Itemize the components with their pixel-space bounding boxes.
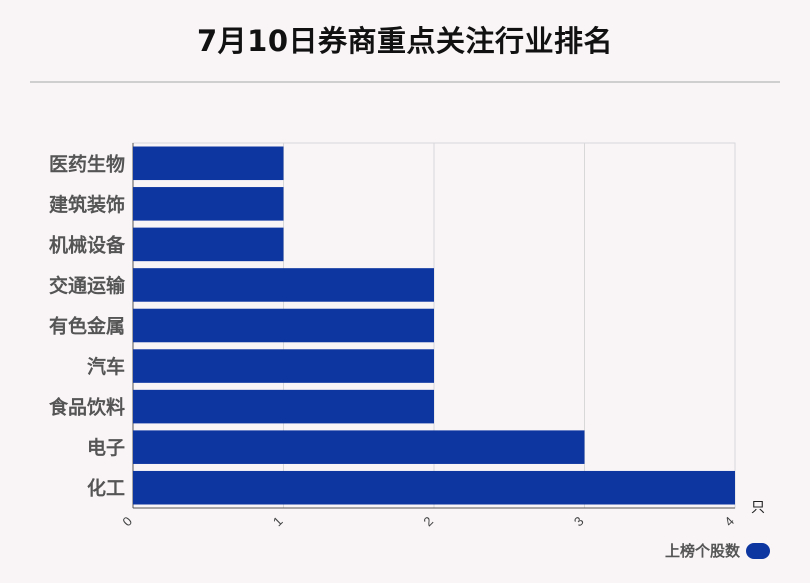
legend-label: 上榜个股数 bbox=[664, 542, 740, 560]
x-tick-label: 0 bbox=[119, 514, 135, 530]
bar bbox=[133, 146, 284, 181]
category-label: 有色金属 bbox=[49, 315, 125, 338]
legend-swatch bbox=[746, 542, 770, 559]
x-tick-label: 3 bbox=[571, 514, 587, 530]
x-tick-label: 2 bbox=[420, 514, 436, 530]
bar bbox=[133, 268, 434, 302]
category-label: 建筑装饰 bbox=[49, 193, 125, 216]
bar bbox=[133, 349, 434, 383]
x-tick-label: 4 bbox=[721, 514, 737, 530]
chart-title: 7月10日券商重点关注行业排名 bbox=[196, 24, 614, 58]
bar bbox=[133, 187, 284, 221]
category-label: 汽车 bbox=[87, 355, 125, 378]
bar bbox=[133, 308, 434, 343]
legend: 上榜个股数 bbox=[665, 540, 770, 561]
bar bbox=[133, 430, 585, 464]
title-divider bbox=[30, 81, 780, 83]
bar bbox=[133, 389, 434, 424]
category-label: 机械设备 bbox=[49, 233, 126, 256]
x-unit-label: 只 bbox=[751, 500, 765, 516]
category-label: 化工 bbox=[87, 477, 125, 500]
bar bbox=[133, 227, 284, 262]
category-label: 医药生物 bbox=[49, 152, 125, 175]
category-label: 交通运输 bbox=[49, 274, 126, 297]
bar bbox=[133, 470, 735, 505]
category-label: 食品饮料 bbox=[49, 396, 125, 419]
category-label: 电子 bbox=[87, 436, 125, 459]
x-tick-label: 1 bbox=[270, 514, 286, 530]
